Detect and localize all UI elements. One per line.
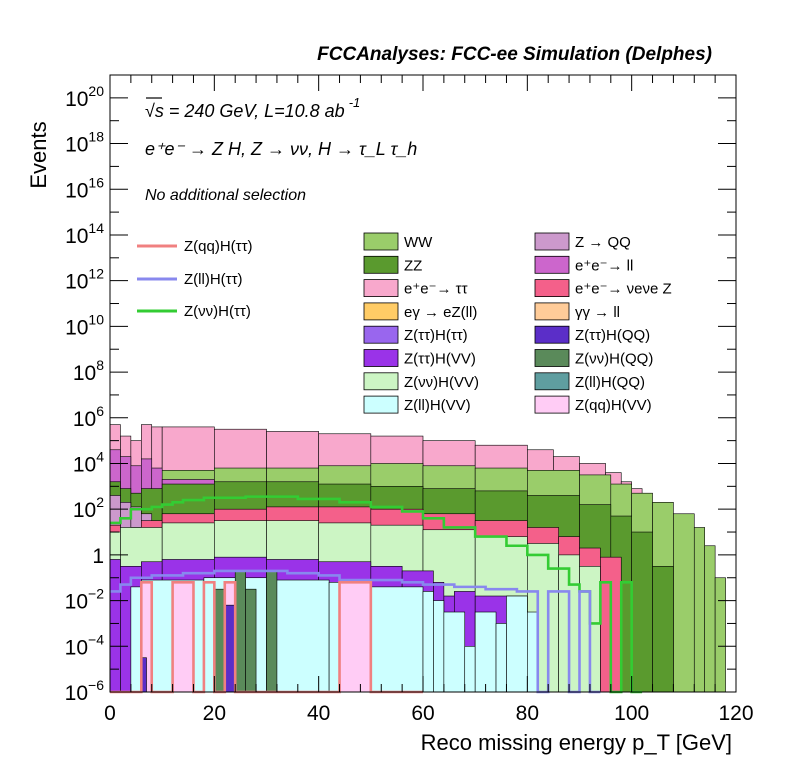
bar-WW-19 [714, 577, 726, 693]
legend-label-c0-5: Z(ττ)H(VV) [404, 351, 476, 368]
legend-label-c1-6: Z(ll)H(QQ) [575, 374, 645, 391]
legend-label-c0-3: eγ → eZ(ll) [404, 304, 477, 321]
bar-ZZ-15 [652, 566, 674, 693]
x-tick-label-2: 40 [307, 702, 330, 725]
y-tick-label-3: 1 [92, 545, 104, 568]
legend-label-c1-4: Z(ττ)H(QQ) [575, 327, 650, 344]
legend-swatch-c0-2 [363, 279, 399, 298]
y-tick-label-10: 1014 [65, 220, 104, 248]
y-tick-label-11: 1016 [65, 174, 104, 202]
bar-Z_ll_H_VV-6 [422, 591, 434, 693]
legend-label-c1-3: γγ → ll [575, 304, 620, 321]
line-series-2 [110, 581, 423, 694]
y-tick-label-7: 108 [73, 357, 104, 385]
legend-swatch-c0-6 [363, 372, 399, 391]
bar-Z_nunu_H_QQ-2 [245, 588, 257, 693]
y-tick-label-2: 10−2 [65, 586, 105, 614]
legend-line-label-1: Z(ll)H(ττ) [184, 271, 243, 288]
y-tick-label-13: 1020 [65, 83, 104, 111]
y-tick-label-1: 10−4 [65, 631, 105, 659]
legend-label-c1-1: e⁺e⁻→ ll [575, 257, 633, 274]
legend-label-c1-5: Z(νν)H(QQ) [575, 351, 653, 368]
legend-label-c0-4: Z(ττ)H(ττ) [404, 327, 468, 344]
bar-ZZ-14 [631, 531, 653, 693]
legend-line-label-2: Z(νν)H(ττ) [184, 303, 251, 320]
y-tick-label-5: 104 [73, 448, 104, 476]
legend-swatch-c1-5 [534, 349, 570, 367]
process-annotation: e⁺e⁻ → Z H, Z → νν, H → τ_L τ_h [145, 139, 417, 159]
legend-swatch-c1-2 [534, 279, 570, 298]
y-tick-label-8: 1010 [65, 311, 104, 339]
bar-Z_tautau_H_VV-0 [109, 559, 121, 693]
legend-swatch-c0-4 [363, 325, 399, 344]
legend-swatch-c1-4 [534, 325, 570, 344]
x-tick-label-6: 120 [718, 702, 753, 725]
bar-WW-16 [673, 513, 695, 693]
legend-label-c1-7: Z(qq)H(VV) [575, 397, 652, 414]
bar-Z_ll_H_VV-7 [433, 600, 445, 693]
legend-label-c0-7: Z(ll)H(VV) [404, 397, 471, 414]
bar-Z_nunu_H_QQ-1 [234, 570, 246, 693]
bar-Z_ll_H_VV-8 [443, 611, 466, 693]
bar-Z_nunu_H_QQ-3 [266, 570, 278, 693]
legend-label-c0-0: WW [404, 234, 433, 251]
legend-swatch-c0-1 [363, 255, 399, 274]
bar-Z_tautau_H_QQ-1 [224, 604, 236, 693]
legend: Z(qq)H(ττ) Z(ll)H(ττ) Z(νν)H(ττ) WW ZZ e⁺e⁻→ … [137, 232, 672, 414]
legend-swatch-c0-0 [363, 232, 399, 251]
legend-swatch-c1-7 [534, 395, 570, 414]
energy-annotation: √s = 240 GeV, L=10.8 ab -1 [145, 95, 360, 121]
axis-ticks: 0 20 40 60 80 100 120 10−6 10−4 10−2 1 102 104 106 108… [65, 74, 754, 725]
line-series-1 [110, 569, 601, 694]
y-tick-label-4: 102 [73, 494, 104, 522]
x-tick-label-4: 80 [516, 702, 539, 725]
bar-Z_ll_H_VV-11 [495, 623, 507, 693]
legend-swatch-c0-3 [363, 302, 399, 321]
legend-swatch-c1-6 [534, 372, 570, 391]
legend-label-c1-2: e⁺e⁻→ νeνe Z [575, 281, 672, 298]
legend-swatch-c0-7 [363, 395, 399, 414]
legend-swatch-c0-5 [363, 349, 399, 367]
y-tick-label-0: 10−6 [65, 677, 105, 705]
legend-label-c0-6: Z(νν)H(VV) [404, 374, 479, 391]
bar-Z_qq_H_VV-1 [172, 582, 194, 693]
legend-swatch-c1-3 [534, 302, 570, 321]
legend-label-c0-1: ZZ [404, 257, 422, 274]
y-tick-label-12: 1018 [65, 129, 104, 157]
bar-Z_nunu_H_QQ-0 [214, 588, 226, 693]
signal-lines [110, 495, 643, 694]
legend-label-c1-0: Z → QQ [575, 234, 631, 251]
x-tick-label-5: 100 [614, 702, 649, 725]
bar-Z_ll_H_VV-10 [474, 611, 497, 693]
chart-title: FCCAnalyses: FCC-ee Simulation (Delphes) [317, 44, 712, 65]
y-tick-label-6: 106 [73, 403, 104, 431]
x-tick-label-3: 60 [411, 702, 434, 725]
x-tick-label-0: 0 [104, 702, 116, 725]
bar-Z_ll_H_VV-5 [370, 586, 424, 693]
legend-label-c0-2: e⁺e⁻→ ττ [404, 281, 468, 298]
y-axis-label: Events [26, 121, 51, 188]
bar-Z_ll_H_VV-12 [506, 595, 528, 693]
x-tick-label-1: 20 [203, 702, 226, 725]
bar-WW-18 [704, 545, 716, 693]
selection-annotation: No additional selection [145, 187, 306, 204]
bar-Z_qq_H_VV-3 [339, 582, 372, 693]
bar-WW-17 [693, 527, 706, 693]
bar-Z_ll_H_VV-0 [130, 586, 142, 693]
legend-line-label-0: Z(qq)H(ττ) [184, 238, 253, 255]
bar-Z_ll_H_VV-13 [527, 611, 539, 693]
y-tick-label-9: 1012 [65, 266, 104, 294]
legend-swatch-c1-0 [534, 232, 570, 251]
x-axis-label: Reco missing energy p_T [GeV] [421, 730, 732, 755]
bar-Z_ll_H_VV-9 [464, 645, 476, 693]
legend-swatch-c1-1 [534, 255, 570, 274]
